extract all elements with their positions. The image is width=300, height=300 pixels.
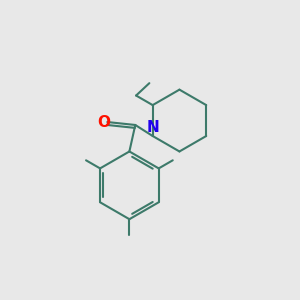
- Text: O: O: [97, 115, 110, 130]
- Text: N: N: [146, 119, 159, 134]
